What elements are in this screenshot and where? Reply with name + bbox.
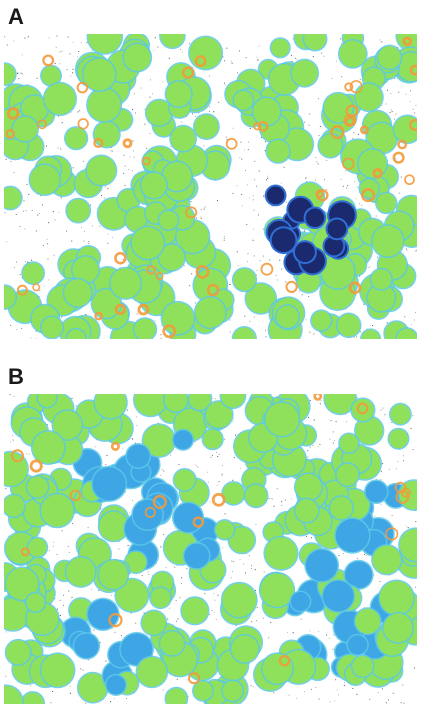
micrograph-image-b	[4, 394, 417, 704]
panel-label-a: A	[8, 4, 24, 29]
hotspot-layer	[5, 36, 417, 339]
panel-label-b: B	[8, 364, 24, 389]
micrograph-panel-b	[4, 394, 417, 704]
micrograph-image-a	[4, 34, 417, 339]
dark-cluster	[264, 184, 357, 276]
hotspot-layer	[10, 394, 411, 685]
micrograph-panel-a	[4, 34, 417, 339]
cell-layer	[4, 394, 417, 704]
